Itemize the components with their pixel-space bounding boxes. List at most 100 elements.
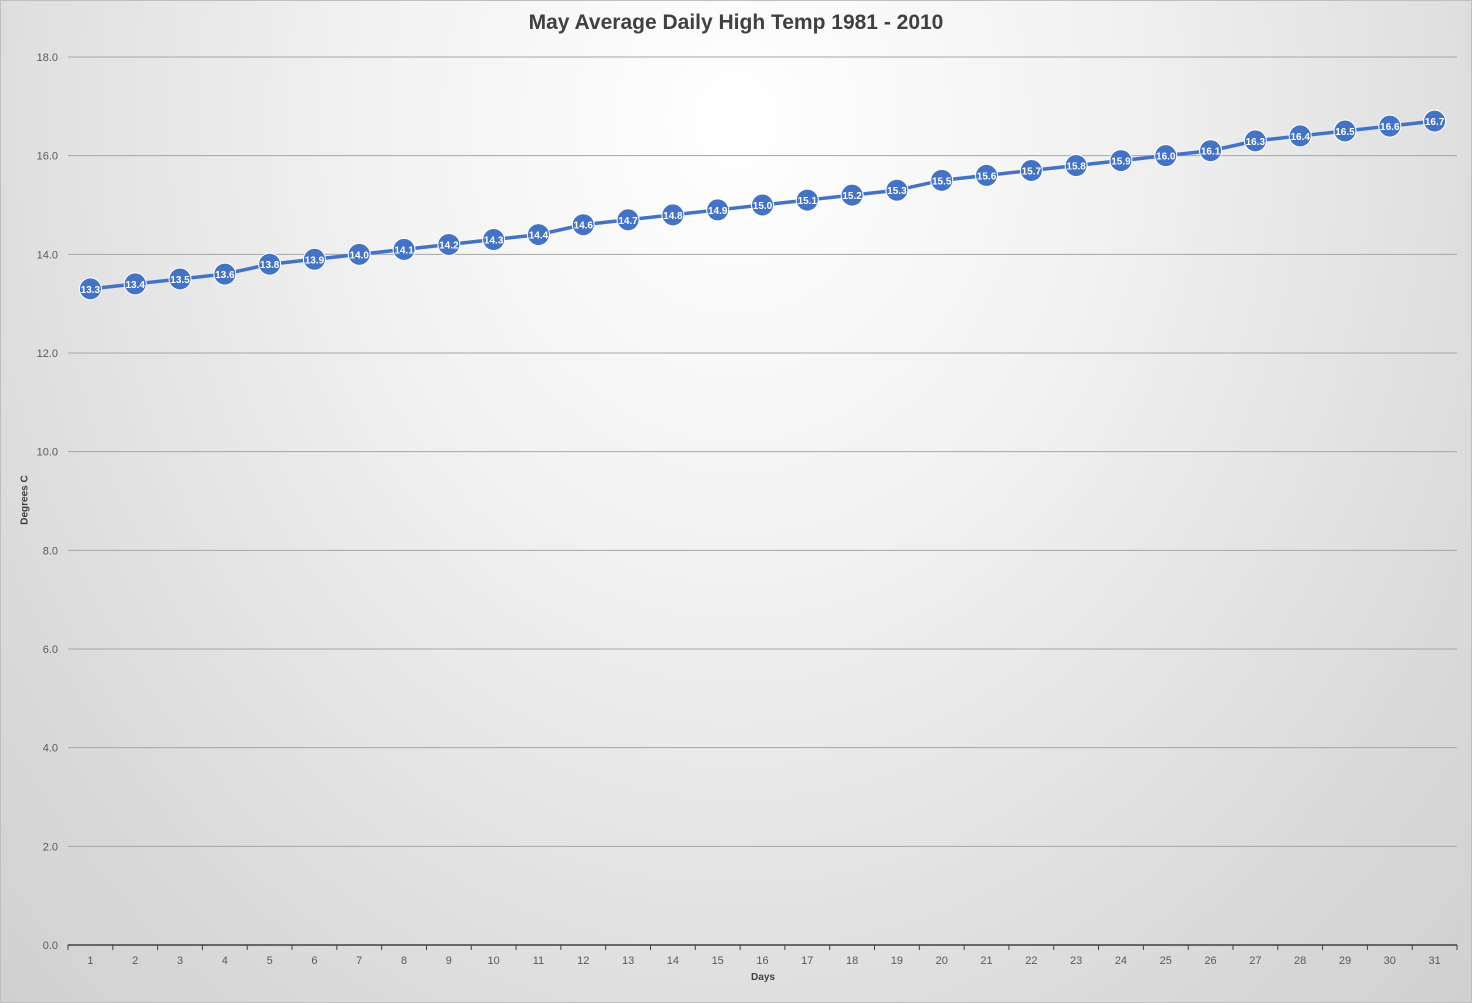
data-point xyxy=(302,247,326,271)
x-tick-label: 14 xyxy=(667,955,679,967)
data-point xyxy=(392,237,416,261)
data-point xyxy=(795,188,819,212)
data-point xyxy=(1064,154,1088,178)
data-point xyxy=(168,267,192,291)
x-tick-label: 9 xyxy=(446,955,452,967)
data-label: 15.7 xyxy=(1022,166,1042,177)
data-label: 15.1 xyxy=(798,196,818,207)
data-label: 15.2 xyxy=(842,191,862,202)
data-label: 16.7 xyxy=(1425,117,1445,128)
x-tick-label: 19 xyxy=(891,955,903,967)
data-label: 15.6 xyxy=(977,171,997,182)
data-point xyxy=(1288,124,1312,148)
data-point xyxy=(571,213,595,237)
y-tick-label: 6.0 xyxy=(43,644,58,656)
data-point xyxy=(1333,119,1357,143)
y-tick-label: 18.0 xyxy=(37,52,58,64)
x-tick-label: 26 xyxy=(1204,955,1216,967)
x-tick-label: 28 xyxy=(1294,955,1306,967)
data-label: 14.1 xyxy=(394,245,414,256)
data-point xyxy=(78,277,102,301)
data-point xyxy=(1378,114,1402,138)
y-tick-label: 8.0 xyxy=(43,545,58,557)
data-point xyxy=(661,203,685,227)
data-label: 13.6 xyxy=(215,270,235,281)
x-axis-label: Days xyxy=(751,972,775,983)
data-point xyxy=(482,228,506,252)
data-point xyxy=(437,232,461,256)
y-tick-label: 14.0 xyxy=(37,249,58,261)
y-tick-label: 16.0 xyxy=(37,151,58,163)
data-point xyxy=(1019,158,1043,182)
x-tick-label: 12 xyxy=(577,955,589,967)
data-label: 14.9 xyxy=(708,206,728,217)
data-point xyxy=(526,223,550,247)
data-point xyxy=(123,272,147,296)
data-label: 16.4 xyxy=(1290,132,1310,143)
data-label: 15.5 xyxy=(932,176,952,187)
data-point xyxy=(975,163,999,187)
data-label: 14.2 xyxy=(439,240,459,251)
y-tick-label: 0.0 xyxy=(43,940,58,952)
x-tick-label: 31 xyxy=(1428,955,1440,967)
data-label: 16.1 xyxy=(1201,147,1221,158)
data-label: 15.9 xyxy=(1111,157,1131,168)
x-tick-label: 11 xyxy=(533,955,544,967)
data-point xyxy=(885,178,909,202)
x-tick-label: 25 xyxy=(1160,955,1172,967)
data-label: 15.8 xyxy=(1066,162,1086,173)
x-tick-label: 22 xyxy=(1025,955,1037,967)
x-tick-label: 3 xyxy=(177,955,183,967)
x-tick-label: 7 xyxy=(356,955,362,967)
x-tick-label: 6 xyxy=(311,955,317,967)
x-tick-label: 18 xyxy=(846,955,858,967)
data-point xyxy=(751,193,774,217)
x-tick-label: 21 xyxy=(980,955,992,967)
data-label: 15.0 xyxy=(753,201,773,212)
data-point xyxy=(706,198,730,222)
x-tick-label: 24 xyxy=(1115,955,1127,967)
x-tick-label: 8 xyxy=(401,955,407,967)
data-point xyxy=(1109,149,1133,173)
data-point xyxy=(616,208,640,232)
x-tick-label: 1 xyxy=(87,955,93,967)
data-point xyxy=(213,262,237,286)
data-label: 14.3 xyxy=(484,236,504,247)
data-point xyxy=(1154,144,1178,168)
data-label: 15.3 xyxy=(887,186,907,197)
x-tick-label: 5 xyxy=(267,955,273,967)
x-tick-label: 13 xyxy=(622,955,634,967)
x-tick-label: 17 xyxy=(801,955,813,967)
x-tick-label: 2 xyxy=(132,955,138,967)
data-label: 13.9 xyxy=(305,255,325,266)
y-tick-label: 12.0 xyxy=(37,348,58,360)
y-tick-label: 10.0 xyxy=(37,447,58,459)
x-tick-label: 4 xyxy=(222,955,228,967)
x-tick-label: 20 xyxy=(936,955,948,967)
data-point xyxy=(1199,139,1223,163)
data-label: 16.6 xyxy=(1380,122,1400,133)
x-tick-label: 23 xyxy=(1070,955,1082,967)
data-label: 13.3 xyxy=(81,285,101,296)
data-label: 13.8 xyxy=(260,260,280,271)
data-label: 14.6 xyxy=(574,221,594,232)
x-tick-label: 30 xyxy=(1384,955,1396,967)
x-tick-label: 27 xyxy=(1249,955,1261,967)
data-label: 14.0 xyxy=(350,250,370,261)
data-point xyxy=(930,168,954,192)
data-label: 14.4 xyxy=(529,231,549,242)
data-point xyxy=(258,252,282,276)
data-point xyxy=(1243,129,1267,153)
data-point xyxy=(347,242,371,266)
x-tick-label: 29 xyxy=(1339,955,1351,967)
data-label: 13.5 xyxy=(170,275,190,286)
x-tick-label: 16 xyxy=(756,955,768,967)
data-label: 16.0 xyxy=(1156,152,1176,163)
y-tick-label: 4.0 xyxy=(43,743,58,755)
x-tick-label: 10 xyxy=(488,955,500,967)
data-point xyxy=(1423,109,1447,133)
data-label: 13.4 xyxy=(125,280,145,291)
x-tick-label: 15 xyxy=(712,955,724,967)
chart-title: May Average Daily High Temp 1981 - 2010 xyxy=(528,11,944,34)
